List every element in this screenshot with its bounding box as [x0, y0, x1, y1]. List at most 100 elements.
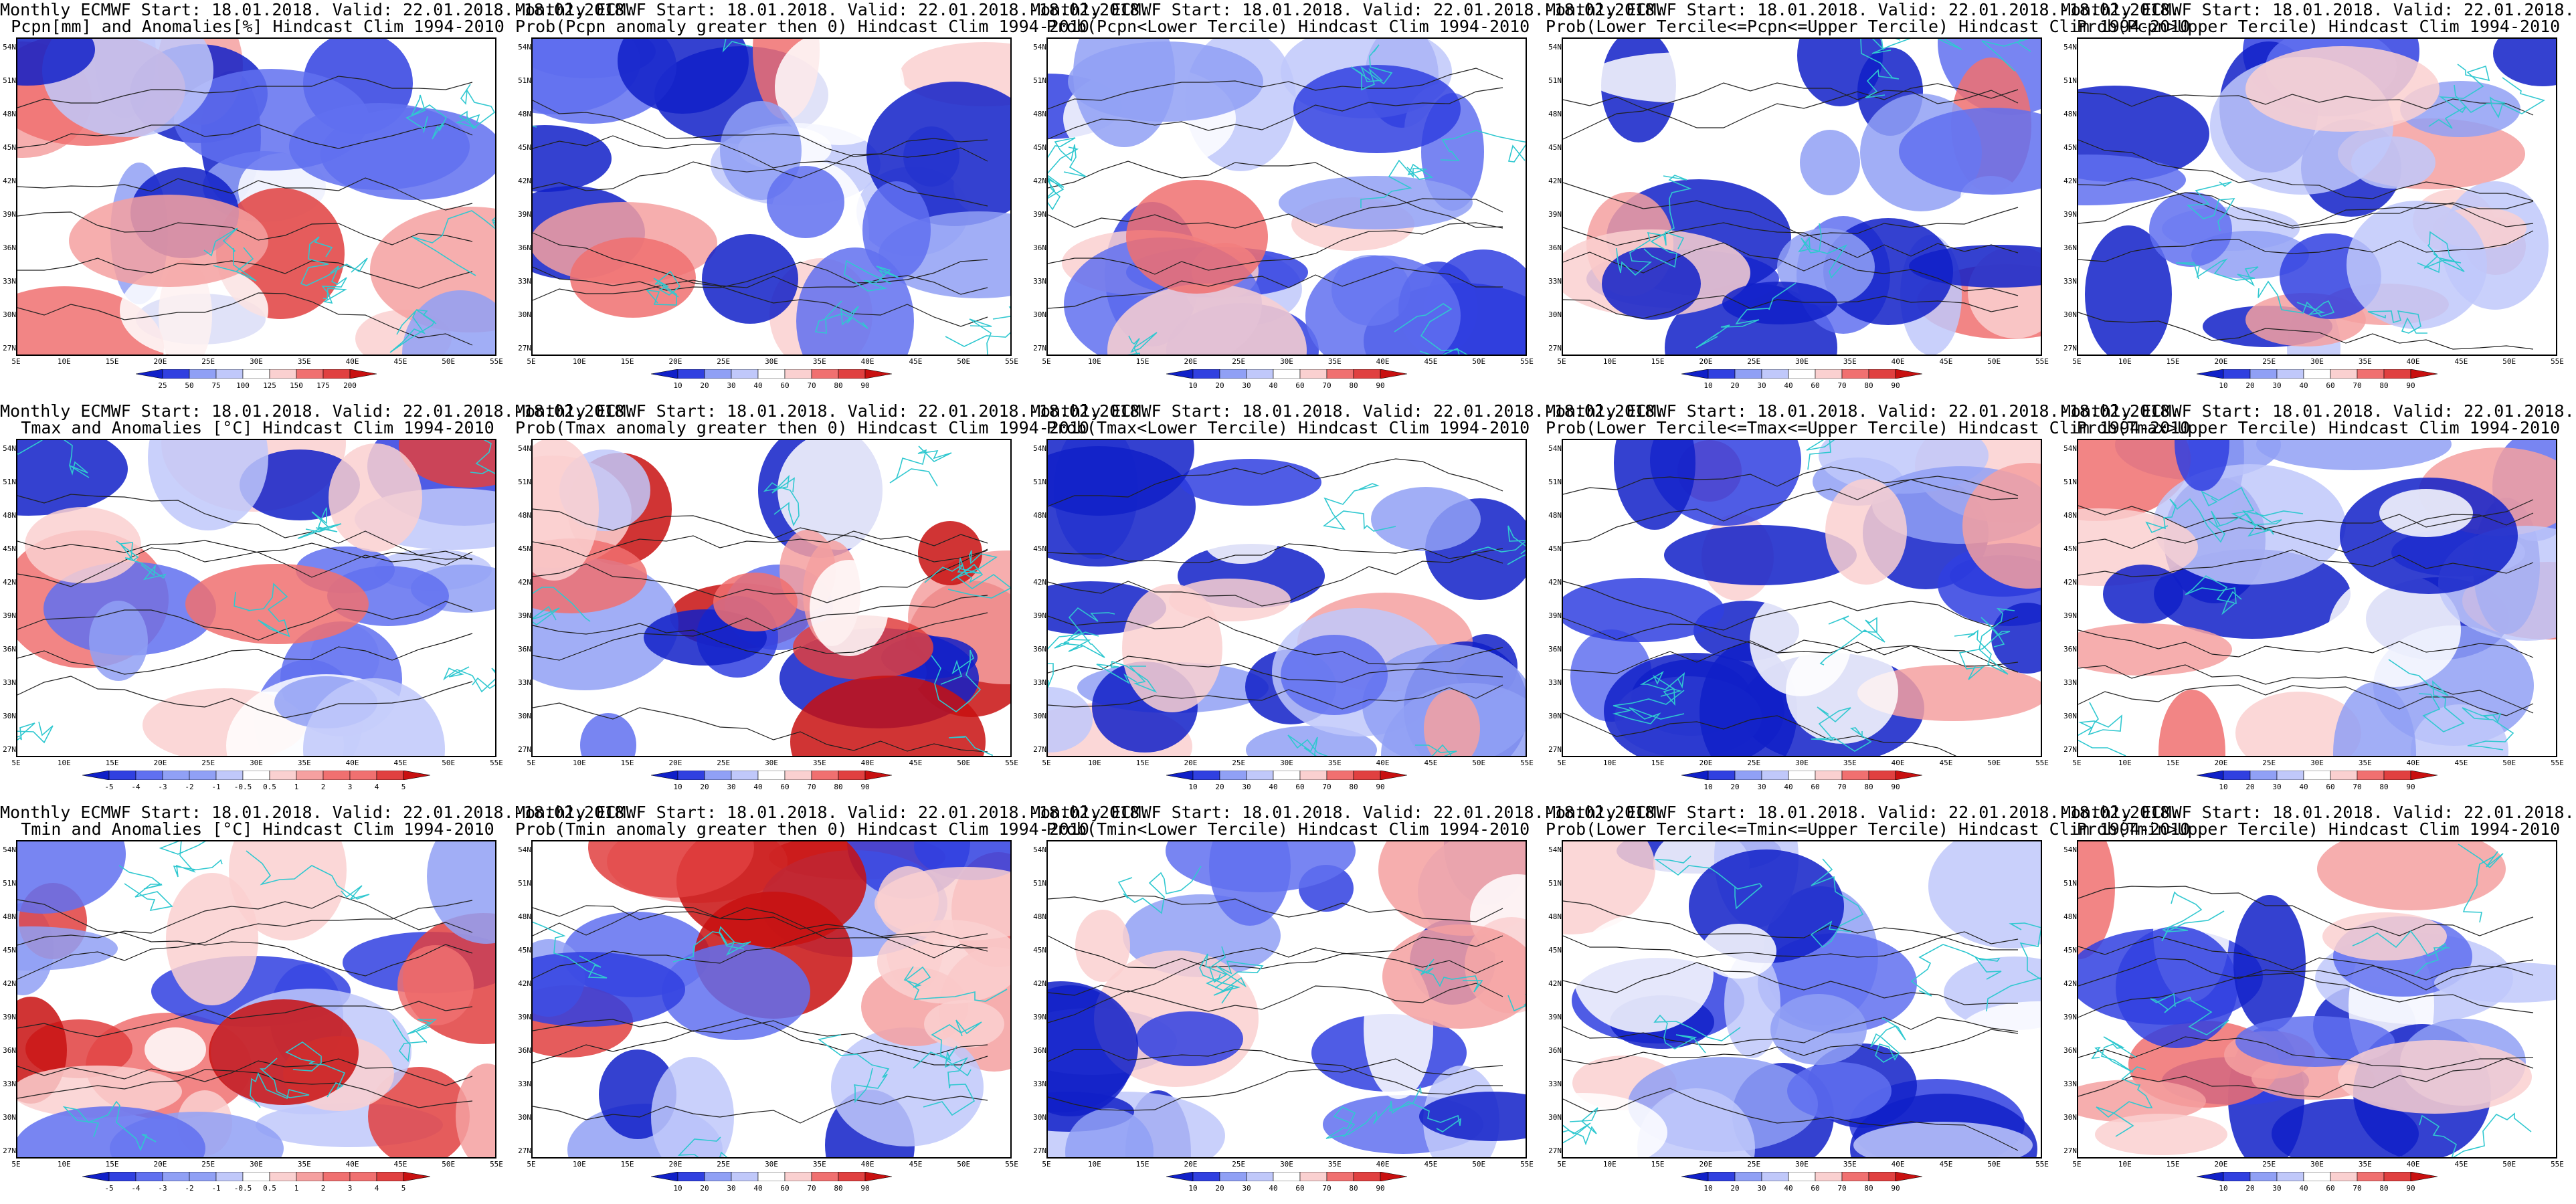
contour-line [1048, 222, 1503, 275]
coastline [300, 236, 368, 286]
colorbar-label: 40 [2299, 381, 2308, 390]
lon-tick-label: 25E [1747, 759, 1761, 767]
coastline [1654, 856, 1763, 910]
colorbar-swatch [838, 369, 866, 379]
colorbar-swatch [1219, 771, 1247, 780]
contour-line [1048, 87, 1503, 140]
contour-line [533, 906, 988, 948]
lon-tick-label: 10E [57, 357, 71, 366]
colorbar-label: 90 [2406, 381, 2415, 390]
lon-tick-label: 15E [105, 1160, 119, 1169]
colorbar-label: 80 [1864, 783, 1873, 791]
anomaly-shading [2333, 682, 2416, 756]
lon-tick-label: 50E [1472, 759, 1486, 767]
lat-tick-label: 39N [2063, 210, 2077, 219]
anomaly-shading [1899, 108, 2041, 195]
colorbar-swatch [1708, 771, 1736, 780]
contour-line [533, 259, 988, 291]
coastline [1440, 130, 1526, 163]
coastline [947, 550, 1010, 599]
colorbar-label: 40 [1784, 381, 1793, 390]
colorbar-swatch [757, 1172, 786, 1181]
lat-tick-label: 51N [1548, 478, 1562, 486]
lon-tick-label: 10E [572, 759, 586, 767]
coastline [17, 440, 90, 478]
panel-title-line2: Tmax and Anomalies [°C] Hindcast Clim 19… [21, 418, 494, 437]
lat-tick-label: 39N [1548, 1013, 1562, 1021]
colorbar-label: 20 [700, 1184, 709, 1193]
lat-tick-label: 48N [3, 511, 16, 520]
lon-tick-label: 50E [442, 357, 456, 366]
anomaly-shading [456, 1064, 495, 1157]
coastline [2462, 707, 2514, 750]
anomaly-shading [2235, 1016, 2395, 1067]
lat-tick-label: 39N [2063, 1013, 2077, 1021]
anomaly-shading [1563, 1093, 1667, 1157]
contour-line [2078, 499, 2534, 529]
coastline [470, 440, 495, 474]
lon-tick-label: 20E [1699, 357, 1713, 366]
colorbar-swatch [2249, 1172, 2278, 1181]
anomaly-shading [618, 39, 749, 114]
lon-tick-label: 55E [2551, 357, 2564, 366]
lon-tick-label: 50E [957, 759, 971, 767]
anomaly-shading [1048, 687, 1093, 752]
colorbar-label: 30 [1242, 1184, 1251, 1193]
coastline [405, 94, 448, 140]
lon-tick-label: 40E [2406, 357, 2420, 366]
colorbar-swatch [2383, 369, 2411, 379]
colorbar-label: 90 [1891, 381, 1900, 390]
lat-tick-label: 33N [2063, 1080, 2077, 1088]
lat-tick-label: 36N [1548, 645, 1562, 654]
colorbar-label: 4 [374, 1184, 379, 1193]
lat-tick-label: 27N [1548, 1146, 1562, 1155]
colorbar-swatch [1166, 1172, 1194, 1181]
lon-tick-label: 30E [250, 357, 263, 366]
contour-line [1563, 479, 2019, 544]
lon-tick-label: 50E [957, 357, 971, 366]
lat-tick-label: 30N [518, 310, 531, 319]
colorbar-label: 30 [2272, 381, 2282, 390]
colorbar [1166, 771, 1407, 780]
lon-tick-label: 20E [153, 357, 167, 366]
contour-line [2078, 684, 2534, 716]
lon-tick-label: 30E [2310, 357, 2324, 366]
lat-tick-label: 51N [1033, 478, 1046, 486]
contour-line [533, 1020, 988, 1064]
anomaly-shading [1048, 981, 1138, 1112]
contour-line [533, 135, 988, 207]
colorbar-label: 80 [1349, 783, 1358, 791]
lon-tick-label: 55E [490, 357, 503, 366]
anomaly-shading [580, 713, 636, 756]
colorbar-swatch [1815, 771, 1843, 780]
panel-title-line2: Prob(Tmax<Lower Tercile) Hindcast Clim 1… [1046, 418, 1530, 437]
anomaly-shading [2235, 692, 2361, 756]
anomaly-shading [2078, 155, 2186, 205]
colorbar-swatch [215, 771, 244, 780]
lat-tick-label: 36N [3, 1046, 16, 1055]
lon-tick-label: 15E [2166, 1160, 2180, 1169]
lon-tick-label: 35E [812, 357, 826, 366]
lat-tick-label: 27N [2063, 344, 2077, 353]
lat-tick-label: 51N [518, 879, 531, 888]
coastline [2096, 1066, 2153, 1137]
colorbar-label: 60 [1295, 783, 1305, 791]
lat-tick-label: 45N [3, 544, 16, 553]
coastline [672, 926, 751, 963]
colorbar-swatch [2410, 771, 2437, 780]
colorbar [2197, 369, 2437, 379]
colorbar-swatch [677, 369, 705, 379]
colorbar-swatch [162, 771, 190, 780]
anomaly-shading [810, 560, 889, 656]
colorbar-swatch [677, 771, 705, 780]
colorbar [1166, 369, 1407, 379]
colorbar-label: 20 [700, 783, 709, 791]
lon-tick-label: 10E [57, 759, 71, 767]
lat-tick-label: 27N [1033, 745, 1046, 754]
colorbar-swatch [2223, 1172, 2251, 1181]
lat-tick-label: 45N [2063, 946, 2077, 955]
colorbar-swatch [677, 1172, 705, 1181]
anomaly-shading [368, 1067, 470, 1157]
lon-tick-label: 40E [2406, 1160, 2420, 1169]
anomaly-shading [229, 841, 347, 940]
